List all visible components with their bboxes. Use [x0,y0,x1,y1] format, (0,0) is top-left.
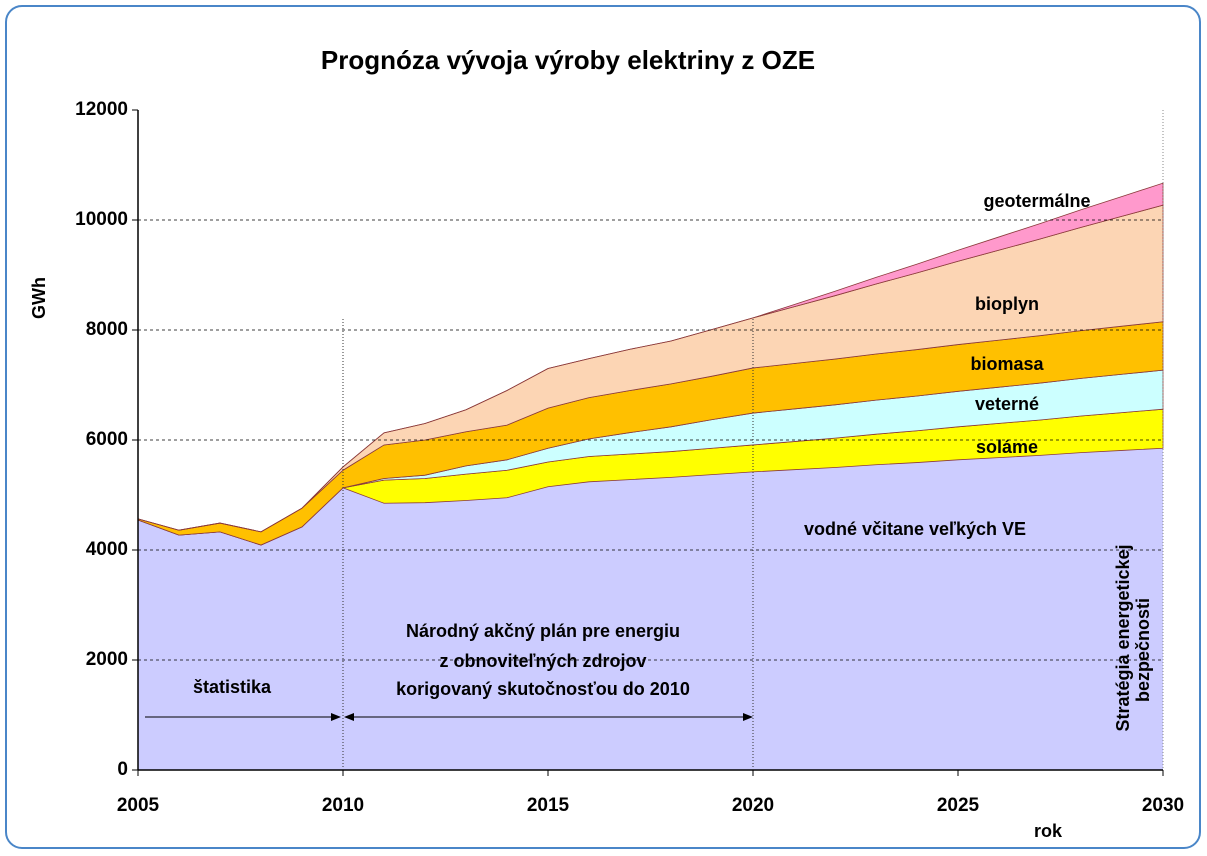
series-label: bioplyn [975,294,1039,314]
y-tick-label: 12000 [75,99,128,120]
x-tick-label: 2020 [732,795,774,816]
y-tick-label: 8000 [86,319,128,340]
annotation: Stratégia energetickej [1113,544,1133,731]
x-axis-label: rok [1034,821,1063,841]
series-label: geotermálne [983,191,1090,211]
y-tick-label: 6000 [86,429,128,450]
chart-title: Prognóza vývoja výroby elektriny z OZE [321,45,815,75]
x-tick-label: 2010 [322,795,364,816]
y-tick-label: 2000 [86,649,128,670]
annotation: Národný akčný plán pre energiu [406,621,680,641]
annotation: bezpečnosti [1133,598,1153,702]
annotation: štatistika [193,677,272,697]
x-tick-label: 2015 [527,795,570,816]
series-label: veterné [975,394,1039,414]
series-label: vodné včitane veľkých VE [804,519,1026,539]
annotation: korigovaný skutočnosťou do 2010 [396,679,690,699]
y-axis-label: GWh [29,277,49,319]
x-tick-label: 2005 [117,795,160,816]
series-label: biomasa [970,354,1044,374]
y-tick-label: 10000 [75,209,128,230]
x-tick-label: 2025 [937,795,980,816]
series-label: soláme [976,437,1038,457]
y-tick-label: 4000 [86,539,128,560]
area [138,448,1163,770]
annotation: z obnoviteľných zdrojov [440,651,647,671]
x-tick-label: 2030 [1142,795,1184,816]
y-tick-label: 0 [117,759,128,780]
